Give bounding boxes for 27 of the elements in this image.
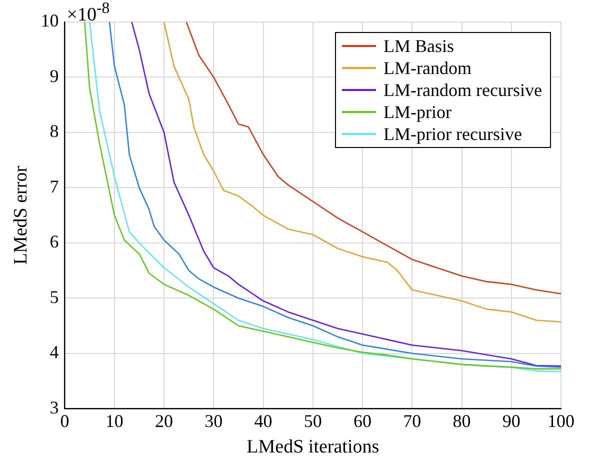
legend-label: LM Basis — [384, 35, 454, 57]
x-tick-label: 100 — [548, 411, 574, 432]
y-tick-label: 4 — [50, 342, 59, 362]
x-tick-label: 50 — [304, 411, 322, 432]
x-axis-title: LMedS iterations — [246, 436, 380, 458]
y-tick-label: 8 — [50, 121, 59, 142]
x-tick-label: 80 — [452, 411, 471, 432]
y-tick-label: 3 — [50, 397, 59, 418]
x-tick-label: 70 — [403, 411, 422, 432]
y-tick-label: 5 — [50, 286, 59, 307]
x-tick-label: 90 — [502, 411, 520, 432]
y-tick-label: 10 — [40, 10, 59, 31]
legend-label: LM-random recursive — [384, 79, 542, 101]
x-tick-label: 40 — [254, 411, 272, 432]
annotation: ×10$^{-8}$ — [66, 0, 110, 26]
legend-label: LM-random — [384, 57, 472, 79]
x-tick-label: 0 — [60, 411, 70, 432]
y-tick-label: 6 — [50, 232, 59, 252]
x-tick-label: 10 — [105, 411, 124, 432]
y-axis-title: LMedS error — [10, 165, 32, 265]
legend-label: LM-prior — [384, 101, 452, 123]
y-tick-label: 7 — [50, 176, 59, 196]
legend-label: LM-prior recursive — [384, 123, 522, 145]
x-tick-label: 20 — [155, 411, 174, 432]
x-tick-label: 60 — [354, 411, 372, 432]
y-tick-label: 9 — [50, 66, 59, 86]
x-tick-label: 30 — [204, 411, 223, 432]
